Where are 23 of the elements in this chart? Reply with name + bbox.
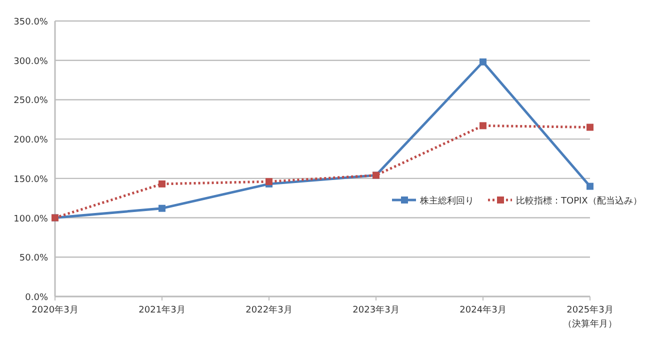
point	[158, 204, 166, 212]
y-tick-label: 0.0%	[25, 293, 48, 303]
x-tick-label: 2024年3月	[460, 304, 506, 316]
legend-label: 比較指標：TOPIX（配当込み）	[516, 196, 642, 206]
x-tick-label: 2020年3月	[32, 304, 78, 316]
point	[586, 124, 594, 131]
x-tick-label: 2025年3月	[566, 304, 614, 316]
y-tick-label: 300.0%	[14, 56, 48, 67]
point	[480, 122, 486, 130]
point	[586, 182, 594, 190]
legend-label: 株主総利回り	[419, 196, 474, 206]
x-tick-label: 2022年3月	[246, 304, 292, 316]
point	[158, 180, 166, 188]
x-tick-label: 2023年3月	[352, 304, 400, 316]
x-axis-title: （決算年月）	[563, 318, 617, 330]
y-tick-label: 100.0%	[14, 214, 48, 224]
y-tick-label: 250.0%	[14, 96, 48, 106]
y-tick-label: 200.0%	[14, 136, 48, 146]
x-tick-label: 2021年3月	[138, 304, 186, 316]
y-tick-label: 350.0%	[14, 18, 48, 28]
point	[480, 58, 486, 66]
y-tick-label: 50.0%	[19, 254, 48, 264]
y-tick-label: 150.0%	[14, 174, 48, 185]
